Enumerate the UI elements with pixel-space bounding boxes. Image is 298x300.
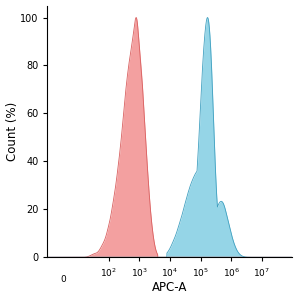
Text: 0: 0 <box>60 275 66 284</box>
Y-axis label: Count (%): Count (%) <box>6 102 18 161</box>
X-axis label: APC-A: APC-A <box>152 281 187 294</box>
